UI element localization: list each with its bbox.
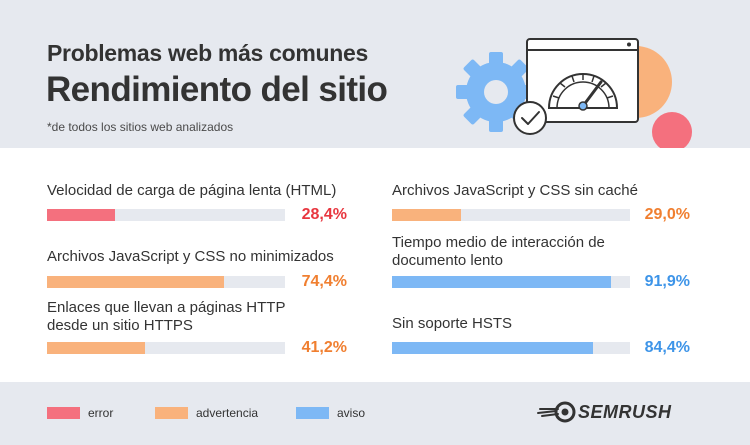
bar-value-label: 74,4%	[301, 273, 347, 290]
bar-label: Archivos JavaScript y CSS no minimizados	[47, 248, 334, 265]
bar-fill	[392, 209, 462, 221]
header: Problemas web más comunes Rendimiento de…	[0, 0, 750, 152]
legend-label-error: error	[88, 406, 114, 420]
bar-label: Archivos JavaScript y CSS sin caché	[392, 182, 638, 199]
bar-fill	[392, 342, 593, 354]
bar-fill	[47, 209, 115, 221]
title-line-1: Problemas web más comunes	[47, 40, 369, 66]
red-circle-decoration	[652, 112, 692, 152]
bar-value-label: 41,2%	[301, 339, 347, 356]
bar-value-label: 84,4%	[644, 339, 690, 356]
bar-fill	[47, 342, 146, 354]
legend-swatch-aviso	[296, 407, 329, 419]
page-title: Rendimiento del sitio	[46, 70, 388, 109]
brand-name: SEMRUSH	[578, 402, 672, 422]
bar-value-label: 28,4%	[301, 206, 347, 223]
bar-track	[47, 276, 285, 288]
bar-fill	[392, 276, 611, 288]
bar-track	[392, 276, 630, 288]
bar-track	[392, 209, 630, 221]
checkmark-icon	[513, 101, 547, 135]
legend-label-aviso: aviso	[337, 406, 366, 420]
bar-label: Sin soporte HSTS	[392, 315, 513, 332]
bar-track	[47, 342, 285, 354]
bar-track	[47, 209, 285, 221]
speed-illustration	[456, 38, 692, 152]
semrush-logo: SEMRUSH	[536, 400, 706, 426]
legend-swatch-advertencia	[155, 407, 188, 419]
semrush-fireball-logo-icon	[537, 401, 576, 423]
bar-track	[392, 342, 630, 354]
bar-value-label: 91,9%	[644, 273, 690, 290]
bar-label: Tiempo medio de interacción de documento…	[392, 234, 605, 269]
bar-value-label: 29,0%	[644, 206, 690, 223]
chart-panel: Velocidad de carga de página lenta (HTML…	[0, 148, 750, 382]
bar-fill	[47, 276, 225, 288]
legend-label-advertencia: advertencia	[196, 406, 259, 420]
footnote: *de todos los sitios web analizados	[47, 120, 234, 134]
bar-label: Enlaces que llevan a páginas HTTP desde …	[47, 299, 286, 334]
legend-swatch-error	[47, 407, 80, 419]
speedometer-icon	[526, 38, 639, 123]
bar-label: Velocidad de carga de página lenta (HTML…	[47, 182, 337, 199]
footer: error advertencia aviso SEMRUSH	[0, 382, 750, 445]
